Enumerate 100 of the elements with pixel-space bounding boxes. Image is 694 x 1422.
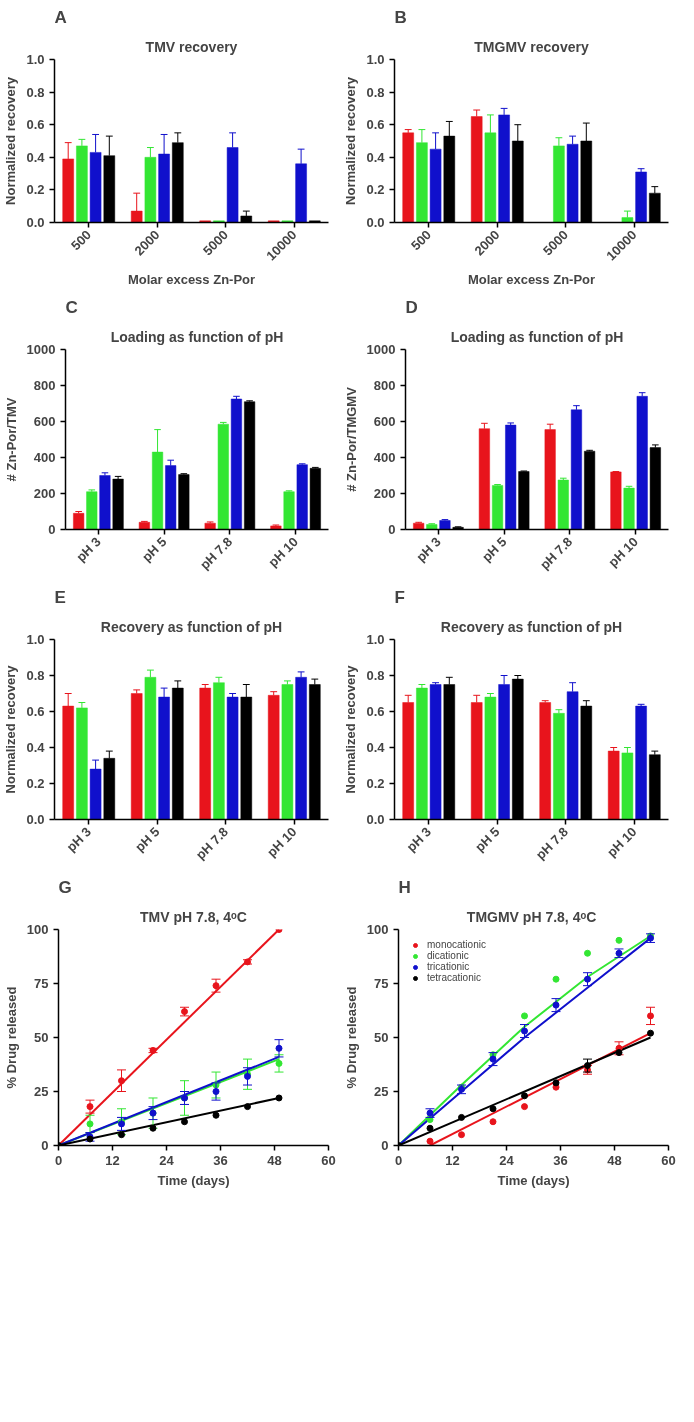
y-tick-label: 0 — [48, 522, 56, 537]
y-tick-label: 0.4 — [366, 149, 386, 165]
y-tick-label: 0.0 — [26, 215, 45, 230]
text: E — [54, 587, 66, 607]
y-tick-label: 0.6 — [26, 704, 45, 719]
y-tick-label: 0.0 — [366, 215, 385, 230]
y-tick-label: 1.0 — [366, 632, 385, 647]
y-axis-title: # Zn-Por/TMGMV — [343, 386, 359, 492]
y-tick-label: 0 — [381, 1138, 389, 1153]
x-tick-label: pH 10 — [265, 534, 301, 570]
y-tick-label: 800 — [33, 378, 56, 393]
x-tick-label: pH 5 — [138, 534, 170, 565]
x-tick-label: 60 — [321, 1152, 336, 1168]
y-tick-label: 0.8 — [366, 84, 385, 100]
x-axis-title: Molar excess Zn-Por — [127, 272, 256, 288]
y-tick-label: 0.8 — [26, 668, 45, 683]
y-tick-label: 0.0 — [26, 812, 45, 827]
y-tick-label: 600 — [373, 414, 396, 429]
text: H — [398, 877, 411, 897]
y-tick-label: 0.8 — [366, 668, 385, 683]
y-tick-label: 1000 — [366, 342, 396, 357]
y-tick-label: 1.0 — [366, 52, 385, 67]
x-tick-label: 24 — [499, 1152, 515, 1168]
x-tick-label: 48 — [607, 1152, 622, 1168]
y-tick-label: 1.0 — [26, 632, 45, 647]
text: F — [394, 587, 405, 607]
legend-label: dicationic — [427, 950, 469, 961]
chart-title: Loading as function of pH — [450, 328, 624, 345]
chart-title: Loading as function of pH — [110, 328, 284, 345]
chart-title: TMGMV recovery — [474, 38, 589, 55]
legend-label: monocationic — [427, 939, 486, 950]
y-axis-title: % Drug released — [3, 986, 19, 1089]
text: B — [394, 7, 407, 27]
y-tick-label: 50 — [34, 1030, 49, 1045]
y-tick-label: 75 — [34, 976, 49, 991]
text: A — [54, 7, 67, 27]
x-tick-label: pH 3 — [73, 534, 104, 565]
y-tick-label: 600 — [33, 414, 56, 429]
chart-title: TMV recovery — [145, 38, 238, 55]
y-axis-title: # Zn-Por/TMV — [3, 397, 19, 482]
y-tick-label: 800 — [373, 378, 396, 393]
chart-title: TMV pH 7.8, 4ᵒC — [140, 908, 247, 925]
y-tick-label: 0.4 — [26, 740, 46, 755]
x-tick-label: 48 — [267, 1152, 282, 1168]
x-axis-title: Time (days) — [157, 1172, 230, 1188]
y-tick-label: 0.6 — [366, 704, 385, 719]
chart-title: Recovery as function of pH — [100, 618, 283, 635]
y-axis-title: Normalized recovery — [343, 76, 359, 205]
y-tick-label: 0 — [388, 522, 396, 537]
x-tick-label: pH 7.8 — [532, 824, 572, 863]
y-tick-label: 0.4 — [366, 740, 386, 755]
y-tick-label: 25 — [34, 1084, 49, 1099]
y-tick-label: 100 — [26, 922, 49, 937]
x-tick-label: pH 7.8 — [536, 534, 576, 573]
y-axis-title: Normalized recovery — [343, 664, 359, 794]
x-tick-label: 500 — [68, 227, 95, 254]
y-axis-title: % Drug released — [343, 986, 359, 1089]
text: C — [65, 297, 78, 317]
y-tick-label: 0.2 — [26, 776, 45, 791]
y-tick-label: 0.2 — [366, 182, 385, 198]
x-axis-title: Time (days) — [497, 1172, 570, 1188]
x-tick-label: pH 5 — [472, 824, 503, 855]
y-axis-title: Normalized recovery — [3, 664, 19, 794]
x-tick-label: 60 — [661, 1152, 676, 1168]
y-tick-label: 0 — [41, 1138, 49, 1153]
y-tick-label: 1000 — [26, 342, 56, 357]
chart-title: TMGMV pH 7.8, 4ᵒC — [466, 908, 597, 925]
y-tick-label: 75 — [374, 976, 389, 991]
y-tick-label: 400 — [373, 450, 396, 465]
y-tick-label: 0.6 — [26, 117, 45, 133]
x-tick-label: pH 10 — [605, 534, 641, 570]
x-tick-label: pH 3 — [413, 534, 444, 565]
y-tick-label: 0.2 — [26, 182, 45, 198]
x-tick-label: 500 — [408, 227, 435, 254]
legend-label: tricationic — [427, 961, 470, 972]
text: D — [405, 297, 418, 317]
x-tick-label: pH 5 — [478, 534, 510, 565]
x-tick-label: 12 — [445, 1152, 460, 1168]
x-tick-label: pH 3 — [403, 824, 435, 855]
y-tick-label: 1.0 — [26, 52, 45, 67]
y-tick-label: 25 — [374, 1084, 389, 1099]
y-tick-label: 200 — [373, 486, 396, 501]
y-tick-label: 200 — [33, 486, 56, 501]
y-tick-label: 0.2 — [366, 776, 385, 791]
x-tick-label: pH 7.8 — [192, 824, 232, 863]
y-tick-label: 0.8 — [26, 84, 45, 100]
y-tick-label: 0.4 — [26, 149, 46, 165]
y-tick-label: 400 — [33, 450, 56, 465]
legend-label: tetracationic — [427, 972, 481, 983]
x-tick-label: 12 — [105, 1152, 120, 1168]
y-tick-label: 50 — [374, 1030, 389, 1045]
text: G — [58, 877, 72, 897]
x-tick-label: pH 5 — [132, 824, 163, 855]
chart-title: Recovery as function of pH — [440, 618, 623, 635]
x-tick-label: pH 3 — [63, 824, 95, 855]
y-tick-label: 0.6 — [366, 117, 385, 133]
y-tick-label: 100 — [366, 922, 389, 937]
x-tick-label: pH 10 — [263, 824, 300, 860]
x-axis-title: Molar excess Zn-Por — [467, 272, 596, 288]
x-tick-label: 24 — [159, 1152, 175, 1168]
